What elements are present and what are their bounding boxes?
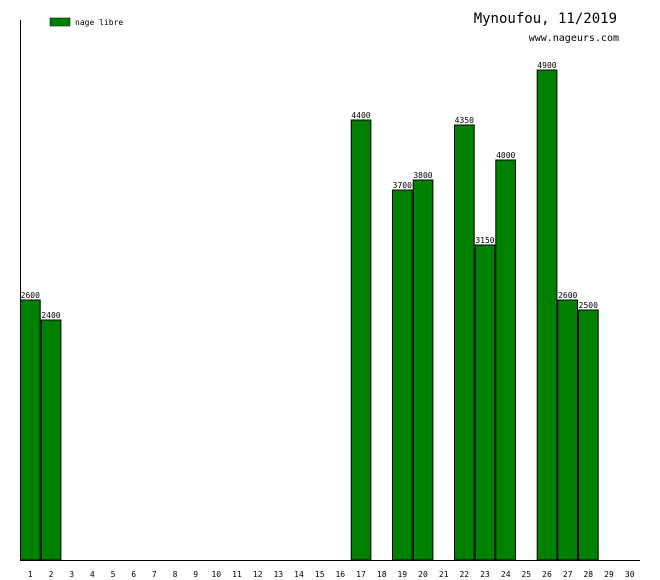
legend-label: nage libre: [75, 18, 123, 27]
bar: [40, 319, 62, 561]
chart-subtitle: www.nageurs.com: [529, 33, 619, 44]
bar: [578, 309, 599, 561]
x-tick-label: 30: [625, 570, 635, 579]
bar: [474, 244, 496, 561]
x-tick-label: 10: [211, 570, 221, 579]
x-tick-label: 6: [131, 570, 136, 579]
x-tick-label: 8: [173, 570, 178, 579]
bar-value-label: 2500: [579, 301, 598, 310]
bar: [536, 69, 558, 561]
x-tick-label: 24: [501, 570, 511, 579]
x-tick-label: 26: [542, 570, 552, 579]
x-tick-label: 1: [28, 570, 33, 579]
x-tick-label: 13: [273, 570, 283, 579]
bar: [495, 159, 516, 561]
bar: [557, 299, 578, 561]
chart-title: Mynoufou, 11/2019: [474, 11, 617, 27]
x-tick-label: 20: [418, 570, 428, 579]
x-tick-label: 12: [253, 570, 263, 579]
x-tick-label: 9: [193, 570, 198, 579]
x-tick-label: 25: [521, 570, 531, 579]
x-tick-label: 29: [604, 570, 614, 579]
bar: [350, 119, 372, 561]
bar-value-label: 4400: [351, 111, 370, 120]
bars: [20, 69, 599, 561]
bar: [392, 189, 413, 561]
x-tick-label: 18: [377, 570, 387, 579]
x-tick-label: 19: [397, 570, 407, 579]
x-tick-label: 5: [111, 570, 116, 579]
bar-value-label: 2600: [21, 291, 40, 300]
bar: [454, 124, 475, 561]
x-tick-label: 28: [583, 570, 593, 579]
bar-value-label: 3800: [413, 171, 432, 180]
bar-value-label: 4350: [455, 116, 474, 125]
legend-swatch: [49, 17, 71, 27]
x-tick-label: 7: [152, 570, 157, 579]
x-tick-label: 17: [356, 570, 366, 579]
x-tick-label: 21: [439, 570, 449, 579]
x-tick-label: 16: [335, 570, 345, 579]
x-tick-label: 22: [459, 570, 469, 579]
x-tick-labels: 1 2 3 4 5 6 7 8 9 10 11 12 13 14 15 16 17 18 19 20 21 22 23 24 2…: [28, 570, 635, 579]
x-tick-label: 3: [69, 570, 74, 579]
bar-value-label: 2600: [558, 291, 577, 300]
x-tick-label: 27: [563, 570, 573, 579]
bar-value-label: 4000: [496, 151, 515, 160]
x-tick-label: 15: [315, 570, 325, 579]
x-tick-label: 2: [49, 570, 54, 579]
x-tick-label: 14: [294, 570, 304, 579]
bar-value-label: 3700: [393, 181, 412, 190]
x-tick-label: 4: [90, 570, 95, 579]
x-tick-label: 23: [480, 570, 490, 579]
legend: nage libre: [49, 17, 123, 27]
bar-value-label: 4900: [537, 61, 556, 70]
bar: [412, 179, 434, 561]
bar: [20, 299, 41, 561]
bar-value-label: 3150: [475, 236, 494, 245]
bar-value-label: 2400: [41, 311, 60, 320]
x-tick-label: 11: [232, 570, 242, 579]
